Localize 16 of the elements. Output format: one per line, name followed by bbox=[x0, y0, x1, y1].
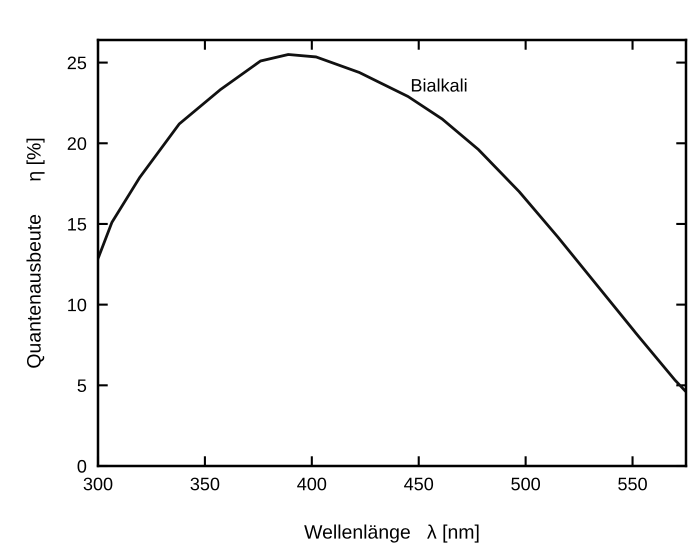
x-tick-label: 450 bbox=[404, 478, 434, 490]
y-tick-label: 10 bbox=[68, 298, 86, 312]
y-tick-label: 0 bbox=[78, 460, 86, 473]
line-series bbox=[98, 53, 686, 394]
x-axis-title: Wellenlänge λ [nm] bbox=[304, 524, 479, 543]
x-tick-label: 400 bbox=[297, 478, 326, 490]
y-tick-label: 20 bbox=[68, 137, 86, 150]
y-axis-title: Quantenausbeute η [%] bbox=[26, 138, 45, 368]
y-tick-label: 25 bbox=[68, 56, 86, 70]
x-tick-label: 500 bbox=[511, 478, 540, 490]
x-tick-label: 300 bbox=[84, 478, 112, 490]
annotation: Bialkali bbox=[412, 78, 466, 92]
y-tick-label: 5 bbox=[78, 379, 86, 392]
x-tick-label: 550 bbox=[618, 478, 647, 490]
y-tick-label: 15 bbox=[68, 218, 86, 231]
x-tick-label: 350 bbox=[190, 478, 220, 490]
